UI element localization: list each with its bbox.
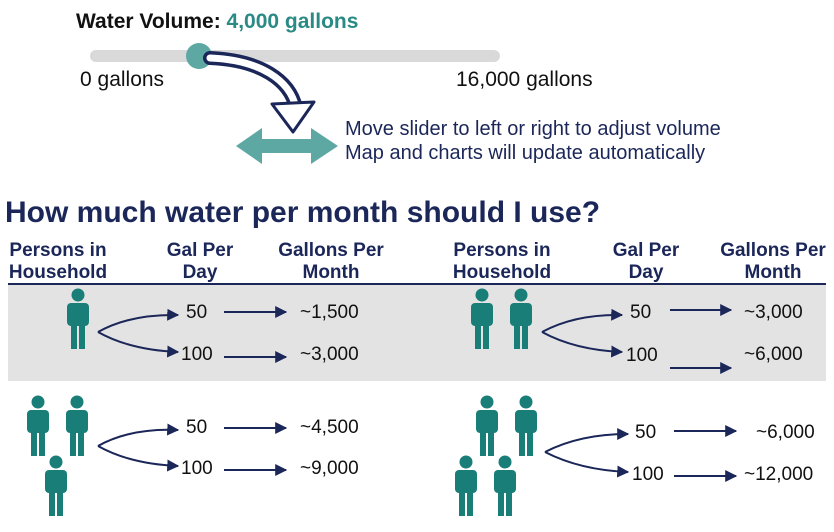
branch-arrow-icon <box>97 308 180 358</box>
h2-galmonth-50: ~3,000 <box>744 302 803 323</box>
slider-min-label: 0 gallons <box>80 68 165 91</box>
h2-galmonth-100: ~6,000 <box>744 344 803 365</box>
volume-label: Water Volume: 4,000 gallons <box>76 10 358 34</box>
h1-galday-50: 50 <box>186 302 208 323</box>
header-galday-line1: Gal Per <box>166 240 234 261</box>
header-persons-line2: Household <box>452 262 552 283</box>
person-icon <box>455 395 537 516</box>
instruction-line-1: Move slider to left or right to adjust v… <box>345 118 721 140</box>
person-icon <box>471 288 532 349</box>
header-persons-line2: Household <box>8 262 108 283</box>
header-galday-line2: Day <box>182 262 218 283</box>
header-galday-line2: Day <box>628 262 664 283</box>
header-persons-line1: Persons in <box>9 240 107 261</box>
header-persons-right: Persons in Household <box>444 240 560 284</box>
person-icon <box>67 288 89 349</box>
h4-galmonth-100: ~12,000 <box>744 464 814 485</box>
person-icon <box>27 395 88 516</box>
h3-galday-50: 50 <box>186 417 208 438</box>
h3-galmonth-100: ~9,000 <box>300 458 359 479</box>
header-persons-left: Persons in Household <box>0 240 116 284</box>
h4-galday-100: 100 <box>632 464 664 485</box>
branch-arrow-icon <box>541 308 624 358</box>
header-galday-line1: Gal Per <box>612 240 680 261</box>
instruction-line-2: Map and charts will update automatically <box>345 142 706 164</box>
slider-max-label: 16,000 gallons <box>456 68 593 91</box>
double-arrow-icon <box>236 128 338 164</box>
header-galmonth-line2: Month <box>744 262 802 283</box>
h4-galmonth-50: ~6,000 <box>756 422 815 443</box>
header-galmonth-right: Gallons Per Month <box>710 240 834 284</box>
header-persons-line1: Persons in <box>453 240 551 261</box>
curved-arrow-icon <box>203 51 316 134</box>
right-arrow-icon <box>224 304 738 482</box>
shaded-row-band <box>8 285 826 381</box>
h4-galday-50: 50 <box>635 422 657 443</box>
h2-galday-50: 50 <box>630 302 652 323</box>
header-divider <box>8 283 826 285</box>
header-galday-right: Gal Per Day <box>596 240 696 284</box>
header-galmonth-line1: Gallons Per <box>720 240 826 261</box>
header-galday-left: Gal Per Day <box>150 240 250 284</box>
h1-galday-100: 100 <box>181 344 213 365</box>
volume-label-text: Water Volume: <box>76 10 221 33</box>
branch-arrow-icon <box>97 423 180 472</box>
volume-value: 4,000 gallons <box>226 10 359 33</box>
h3-galmonth-50: ~4,500 <box>300 417 359 438</box>
h1-galmonth-100: ~3,000 <box>300 344 359 365</box>
header-galmonth-line2: Month <box>302 262 360 283</box>
h3-galday-100: 100 <box>181 458 213 479</box>
header-galmonth-left: Gallons Per Month <box>268 240 394 284</box>
page-title: How much water per month should I use? <box>5 196 601 229</box>
branch-arrow-icon <box>544 428 630 478</box>
h1-galmonth-50: ~1,500 <box>300 302 359 323</box>
h2-galday-100: 100 <box>626 345 658 366</box>
header-galmonth-line1: Gallons Per <box>278 240 384 261</box>
